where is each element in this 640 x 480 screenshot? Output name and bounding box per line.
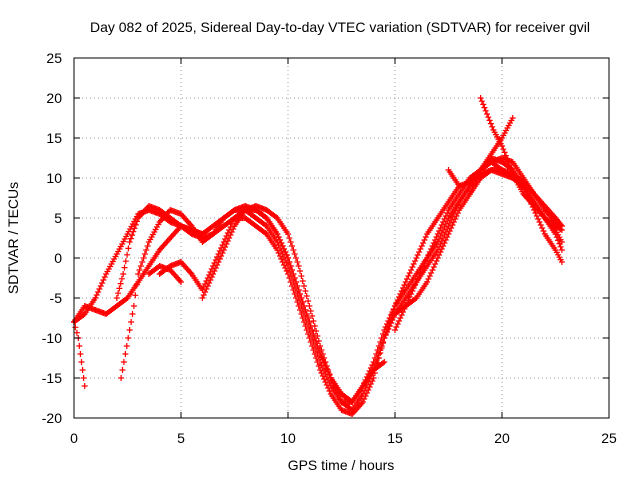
series-11 [466, 115, 516, 197]
x-tick-label: 0 [70, 430, 78, 446]
series-4 [118, 159, 565, 405]
y-tick-label: 10 [46, 170, 62, 186]
series-markers [199, 183, 463, 413]
series-7 [199, 183, 463, 413]
y-tick-label: -20 [42, 410, 62, 426]
y-tick-label: 0 [54, 250, 62, 266]
x-tick-label: 20 [494, 430, 510, 446]
series-markers [477, 95, 565, 245]
series-markers [466, 115, 516, 197]
y-tick-label: -10 [42, 330, 62, 346]
chart-title: Day 082 of 2025, Sidereal Day-to-day VTE… [90, 19, 590, 35]
tick-layer: 0 5 10 15 20 25 -20 -15 -10 -5 0 5 10 15 20 25 [42, 50, 617, 446]
series-10 [477, 95, 565, 245]
series-markers [118, 159, 565, 405]
x-tick-label: 25 [601, 430, 617, 446]
y-tick-label: 25 [46, 50, 62, 66]
y-tick-label: 15 [46, 130, 62, 146]
y-tick-label: -5 [50, 290, 63, 306]
y-tick-label: 20 [46, 90, 62, 106]
y-axis-label: SDTVAR / TECUs [5, 182, 21, 294]
y-tick-label: -15 [42, 370, 62, 386]
series-markers [71, 167, 565, 417]
grid-layer [74, 58, 609, 418]
series-2 [71, 167, 565, 417]
x-axis-label: GPS time / hours [288, 457, 395, 473]
x-tick-label: 15 [387, 430, 403, 446]
x-tick-label: 10 [280, 430, 296, 446]
y-tick-label: 5 [54, 210, 62, 226]
data-layer [71, 95, 565, 417]
plot-frame [73, 57, 610, 419]
x-tick-label: 5 [177, 430, 185, 446]
